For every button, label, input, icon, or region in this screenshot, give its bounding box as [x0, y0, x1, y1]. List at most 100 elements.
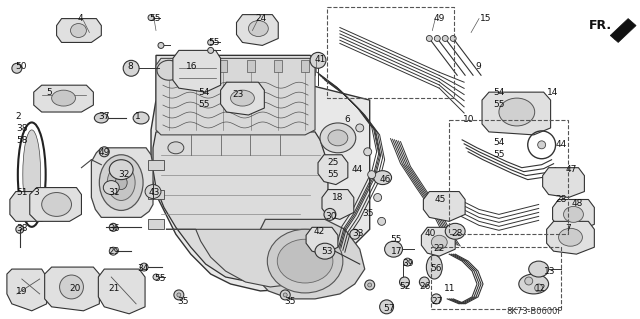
- Polygon shape: [482, 92, 550, 135]
- Text: 54: 54: [199, 88, 210, 97]
- Polygon shape: [45, 267, 99, 311]
- Text: 49: 49: [433, 14, 445, 23]
- Text: 38: 38: [16, 224, 28, 233]
- Text: 55: 55: [199, 100, 210, 109]
- Text: 24: 24: [255, 14, 267, 23]
- Text: 27: 27: [431, 297, 443, 306]
- Ellipse shape: [168, 142, 184, 154]
- Ellipse shape: [115, 176, 127, 189]
- Circle shape: [450, 35, 456, 41]
- Polygon shape: [99, 269, 145, 314]
- Text: 32: 32: [118, 170, 129, 179]
- Circle shape: [364, 148, 372, 156]
- Text: 54: 54: [493, 138, 504, 147]
- Text: 45: 45: [435, 195, 445, 204]
- Circle shape: [284, 293, 287, 297]
- Text: 29: 29: [108, 247, 120, 256]
- Polygon shape: [611, 19, 636, 42]
- Text: 1: 1: [135, 112, 141, 121]
- Bar: [165, 60, 173, 72]
- Bar: [192, 60, 200, 72]
- Text: 3: 3: [34, 188, 40, 197]
- Text: 48: 48: [572, 199, 583, 209]
- Text: 7: 7: [566, 224, 572, 233]
- Circle shape: [12, 63, 22, 73]
- Polygon shape: [173, 50, 221, 92]
- Text: 54: 54: [493, 88, 504, 97]
- Polygon shape: [29, 188, 81, 221]
- Text: 55: 55: [390, 235, 402, 244]
- Polygon shape: [322, 189, 354, 219]
- Text: 11: 11: [444, 284, 456, 293]
- Text: 36: 36: [108, 224, 120, 233]
- Text: 44: 44: [352, 165, 363, 174]
- Bar: [301, 60, 309, 72]
- Circle shape: [378, 217, 386, 225]
- Text: 42: 42: [314, 227, 325, 236]
- Text: 21: 21: [108, 284, 120, 293]
- Text: 31: 31: [108, 188, 120, 197]
- Text: 41: 41: [315, 56, 326, 64]
- Text: 19: 19: [16, 287, 28, 296]
- Circle shape: [442, 35, 448, 41]
- Polygon shape: [424, 191, 465, 221]
- Text: 43: 43: [149, 188, 161, 197]
- Polygon shape: [92, 148, 153, 217]
- Text: 35: 35: [363, 210, 374, 219]
- Polygon shape: [237, 15, 278, 45]
- Polygon shape: [153, 132, 328, 282]
- Polygon shape: [7, 269, 47, 311]
- Polygon shape: [421, 227, 455, 256]
- Text: 50: 50: [15, 62, 26, 71]
- Polygon shape: [56, 19, 101, 42]
- Text: 35: 35: [177, 297, 188, 306]
- Text: 28: 28: [556, 195, 567, 204]
- Circle shape: [16, 225, 24, 233]
- Text: 10: 10: [463, 115, 475, 124]
- Text: 8: 8: [127, 62, 133, 71]
- Text: 6: 6: [345, 115, 351, 124]
- Text: 34: 34: [137, 264, 148, 273]
- Ellipse shape: [268, 229, 343, 293]
- Ellipse shape: [320, 123, 356, 153]
- Ellipse shape: [157, 60, 181, 80]
- Circle shape: [380, 300, 394, 314]
- Bar: [148, 160, 164, 170]
- Circle shape: [426, 35, 433, 41]
- Text: 12: 12: [534, 284, 546, 293]
- Circle shape: [368, 171, 376, 179]
- Polygon shape: [34, 85, 93, 112]
- Ellipse shape: [431, 235, 447, 249]
- Circle shape: [109, 247, 117, 255]
- Ellipse shape: [564, 206, 584, 222]
- Circle shape: [109, 223, 117, 231]
- Text: 30: 30: [325, 212, 337, 221]
- Ellipse shape: [109, 160, 133, 180]
- Circle shape: [431, 294, 441, 304]
- Circle shape: [350, 229, 360, 239]
- Ellipse shape: [385, 241, 403, 257]
- Text: 56: 56: [430, 264, 442, 273]
- Text: 55: 55: [209, 39, 220, 48]
- Circle shape: [356, 124, 364, 132]
- Circle shape: [365, 280, 374, 290]
- Text: 35: 35: [284, 297, 296, 306]
- Bar: [274, 60, 282, 72]
- Text: 40: 40: [424, 229, 436, 238]
- Text: 55: 55: [154, 274, 166, 283]
- Ellipse shape: [499, 98, 534, 126]
- Circle shape: [148, 15, 154, 20]
- Text: 16: 16: [186, 62, 197, 71]
- Ellipse shape: [23, 130, 41, 219]
- Circle shape: [207, 40, 214, 45]
- Circle shape: [419, 277, 429, 287]
- Ellipse shape: [248, 20, 268, 36]
- Text: 23: 23: [232, 90, 244, 99]
- Polygon shape: [547, 221, 595, 254]
- Text: FR.: FR.: [588, 19, 611, 32]
- Polygon shape: [543, 168, 584, 197]
- Circle shape: [140, 263, 148, 271]
- Ellipse shape: [529, 261, 548, 277]
- Polygon shape: [318, 155, 348, 185]
- Text: 25: 25: [327, 158, 339, 167]
